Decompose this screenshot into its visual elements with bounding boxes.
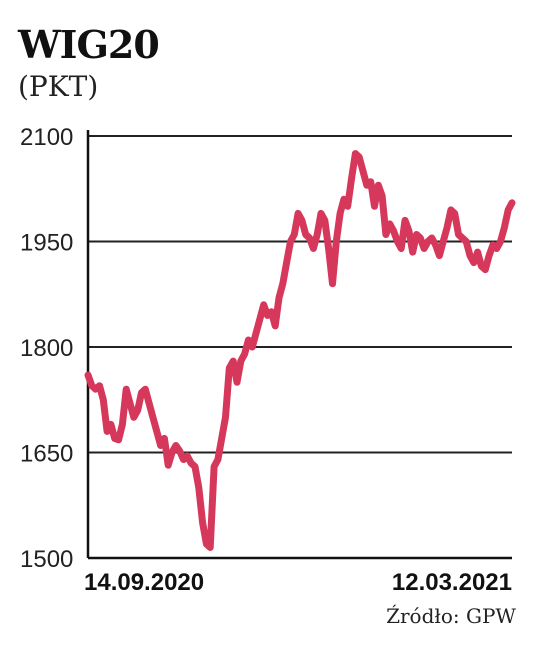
chart-title: WIG20 — [18, 22, 160, 67]
y-tick-label: 1950 — [20, 230, 73, 257]
series-line-0 — [84, 150, 516, 551]
x-tick-end: 12.03.2021 — [392, 569, 512, 596]
y-axis-ticks: 2100 1950 1800 1650 1500 — [20, 124, 73, 573]
y-tick-label: 1500 — [20, 546, 73, 573]
y-tick-label: 1800 — [20, 335, 73, 362]
unit-label: (PKT) — [18, 70, 99, 103]
y-tick-label: 1650 — [20, 441, 73, 468]
y-tick-label: 2100 — [20, 124, 73, 151]
source-note: Źródło: GPW — [386, 604, 516, 628]
series-group — [84, 150, 516, 551]
x-tick-start: 14.09.2020 — [84, 569, 204, 596]
